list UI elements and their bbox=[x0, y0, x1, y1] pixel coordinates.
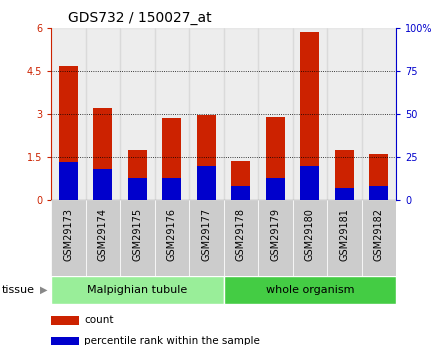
Bar bbox=[362, 28, 396, 200]
Bar bbox=[51, 316, 79, 325]
Bar bbox=[293, 28, 327, 200]
Bar bbox=[369, 154, 388, 200]
Bar bbox=[300, 32, 320, 200]
Bar bbox=[231, 161, 251, 200]
Text: ▶: ▶ bbox=[40, 285, 48, 295]
Bar bbox=[86, 200, 120, 276]
Bar bbox=[258, 200, 293, 276]
Bar bbox=[266, 178, 285, 200]
Bar bbox=[189, 28, 224, 200]
Bar bbox=[59, 162, 78, 200]
Text: GSM29181: GSM29181 bbox=[340, 208, 349, 260]
Text: GSM29179: GSM29179 bbox=[271, 208, 280, 261]
Bar bbox=[224, 28, 258, 200]
Text: count: count bbox=[84, 315, 113, 325]
Text: GSM29174: GSM29174 bbox=[98, 208, 108, 261]
Text: percentile rank within the sample: percentile rank within the sample bbox=[84, 336, 260, 345]
Bar bbox=[51, 276, 224, 304]
Bar bbox=[335, 150, 354, 200]
Bar bbox=[162, 118, 182, 200]
Bar bbox=[155, 200, 189, 276]
Bar bbox=[369, 186, 388, 200]
Text: GSM29180: GSM29180 bbox=[305, 208, 315, 260]
Bar bbox=[231, 186, 251, 200]
Bar bbox=[51, 337, 79, 345]
Bar bbox=[128, 178, 147, 200]
Bar bbox=[86, 28, 120, 200]
Bar bbox=[93, 169, 113, 200]
Text: GSM29182: GSM29182 bbox=[374, 208, 384, 261]
Bar bbox=[189, 200, 224, 276]
Text: GSM29173: GSM29173 bbox=[64, 208, 73, 261]
Bar bbox=[197, 115, 216, 200]
Text: whole organism: whole organism bbox=[266, 285, 354, 295]
Bar bbox=[224, 200, 258, 276]
Bar bbox=[120, 28, 155, 200]
Text: tissue: tissue bbox=[2, 285, 35, 295]
Text: GSM29175: GSM29175 bbox=[133, 208, 142, 261]
Bar bbox=[51, 200, 85, 276]
Bar bbox=[197, 166, 216, 200]
Text: Malpighian tubule: Malpighian tubule bbox=[87, 285, 187, 295]
Bar bbox=[293, 200, 327, 276]
Bar bbox=[327, 28, 362, 200]
Bar bbox=[93, 108, 113, 200]
Bar bbox=[120, 200, 155, 276]
Bar bbox=[300, 166, 320, 200]
Bar bbox=[155, 28, 189, 200]
Bar bbox=[266, 117, 285, 200]
Text: GSM29176: GSM29176 bbox=[167, 208, 177, 261]
Bar bbox=[335, 188, 354, 200]
Bar bbox=[258, 28, 293, 200]
Text: GSM29178: GSM29178 bbox=[236, 208, 246, 261]
Bar bbox=[51, 28, 86, 200]
Bar bbox=[224, 276, 396, 304]
Bar bbox=[128, 150, 147, 200]
Text: GSM29177: GSM29177 bbox=[202, 208, 211, 261]
Bar bbox=[362, 200, 396, 276]
Text: GDS732 / 150027_at: GDS732 / 150027_at bbox=[69, 11, 212, 25]
Bar bbox=[327, 200, 362, 276]
Bar bbox=[162, 178, 182, 200]
Bar bbox=[59, 66, 78, 200]
